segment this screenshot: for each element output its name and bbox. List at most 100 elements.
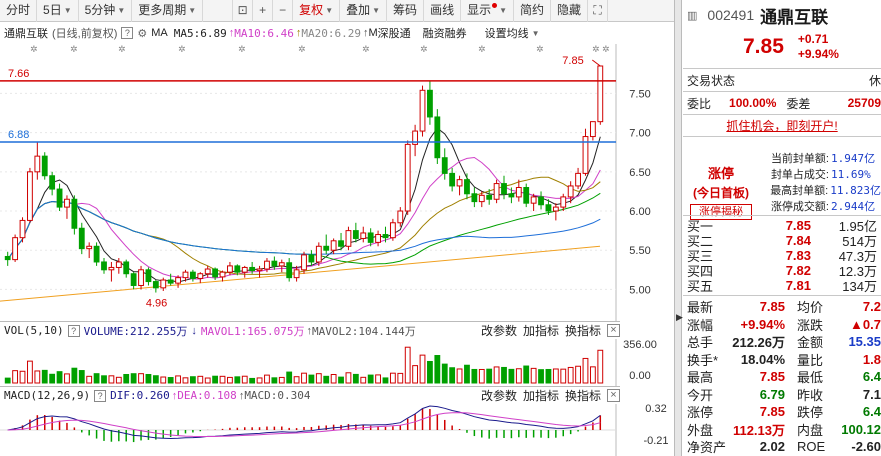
chevron-right-icon[interactable]: ▶ — [676, 312, 683, 322]
event-star-icon[interactable]: ✲ — [70, 44, 78, 54]
candle-body[interactable] — [582, 136, 589, 174]
event-star-icon[interactable]: ✲ — [420, 44, 428, 54]
candle-body[interactable] — [441, 157, 448, 174]
candle-body[interactable] — [352, 230, 359, 239]
candle-body[interactable] — [315, 245, 322, 263]
bid-row[interactable]: 买四 7.82 12.3万 — [683, 263, 881, 279]
overlay-button[interactable]: 叠加 ▼ — [340, 0, 388, 22]
candle-body[interactable] — [293, 269, 300, 279]
help-icon[interactable]: ? — [67, 324, 80, 337]
candle-body[interactable] — [501, 183, 507, 195]
candle-body[interactable] — [189, 271, 196, 279]
candle-body[interactable] — [382, 234, 389, 239]
help-icon[interactable]: ? — [94, 389, 107, 402]
panel-splitter[interactable]: ▶ — [674, 0, 683, 456]
help-icon[interactable]: ? — [121, 27, 134, 39]
bid-row[interactable]: 买五 7.81 134万 — [683, 278, 881, 294]
lock-icon[interactable]: ⊡ — [233, 0, 254, 22]
candle-body[interactable] — [130, 273, 137, 286]
candle-body[interactable] — [145, 269, 152, 283]
candle-body[interactable] — [41, 155, 48, 177]
close-icon[interactable]: × — [607, 389, 620, 402]
add-indicator-button[interactable]: 加指标 — [522, 389, 559, 403]
candle-body[interactable] — [412, 130, 419, 145]
candle-body[interactable] — [301, 254, 307, 271]
event-star-icon[interactable]: ✲ — [478, 44, 486, 54]
candle-body[interactable] — [456, 179, 463, 187]
event-star-icon[interactable]: ✲ — [30, 44, 38, 54]
candle-body[interactable] — [78, 227, 85, 250]
candle-body[interactable] — [227, 265, 233, 273]
candle-body[interactable] — [597, 65, 604, 123]
tab-more-periods[interactable]: 更多周期 ▼ — [132, 0, 204, 22]
candle-body[interactable] — [12, 237, 19, 261]
candle-body[interactable] — [115, 261, 122, 268]
zoom-in-icon[interactable]: + — [253, 0, 274, 22]
candle-body[interactable] — [204, 268, 211, 275]
chips-button[interactable]: 筹码 — [387, 0, 425, 22]
candle-body[interactable] — [108, 266, 115, 271]
candle-body[interactable] — [49, 175, 56, 190]
candle-body[interactable] — [212, 268, 219, 278]
event-star-icon[interactable]: ✲ — [178, 44, 186, 54]
candle-body[interactable] — [27, 171, 33, 221]
candle-body[interactable] — [56, 188, 63, 208]
candle-body[interactable] — [167, 279, 174, 284]
draw-line-button[interactable]: 画线 — [424, 0, 462, 22]
candle-body[interactable] — [241, 266, 248, 273]
candle-body[interactable] — [345, 230, 352, 247]
switch-indicator-button[interactable]: 换指标 — [564, 324, 601, 338]
candle-body[interactable] — [330, 240, 337, 251]
event-star-icon[interactable]: ✲ — [536, 44, 544, 54]
candle-body[interactable] — [464, 179, 470, 195]
candle-body[interactable] — [478, 194, 485, 203]
candle-body[interactable] — [404, 143, 411, 212]
bid-row[interactable]: 买三 7.83 47.3万 — [683, 248, 881, 264]
edit-params-button[interactable]: 改参数 — [480, 324, 517, 338]
candle-body[interactable] — [367, 232, 374, 243]
add-indicator-button[interactable]: 加指标 — [522, 324, 559, 338]
candle-body[interactable] — [427, 89, 433, 118]
candle-body[interactable] — [234, 265, 241, 273]
candle-body[interactable] — [308, 254, 315, 263]
open-account-link[interactable]: 抓住机会，即刻开户! — [726, 118, 838, 133]
candle-body[interactable] — [434, 116, 441, 159]
bid-row[interactable]: 买一 7.85 1.95亿 — [683, 218, 881, 234]
candle-body[interactable] — [545, 204, 552, 212]
candle-body[interactable] — [152, 281, 159, 289]
switch-indicator-button[interactable]: 换指标 — [564, 389, 601, 403]
candle-body[interactable] — [93, 245, 100, 263]
candle-body[interactable] — [567, 185, 574, 198]
adjust-button[interactable]: 复权 ▼ — [293, 0, 341, 22]
candle-body[interactable] — [86, 245, 93, 250]
event-star-icon[interactable]: ✲ — [592, 44, 600, 54]
gear-icon[interactable]: ⚙ — [137, 27, 148, 40]
expand-icon[interactable]: ⛶ — [588, 0, 609, 22]
candle-body[interactable] — [323, 245, 330, 251]
tab-intraday[interactable]: 分时 — [0, 0, 38, 22]
candle-body[interactable] — [508, 193, 515, 198]
candle-body[interactable] — [160, 279, 167, 289]
simple-button[interactable]: 简约 — [514, 0, 552, 22]
candle-body[interactable] — [256, 268, 263, 272]
tab-5min[interactable]: 5分钟 ▼ — [79, 0, 133, 22]
candle-body[interactable] — [338, 240, 344, 247]
event-star-icon[interactable]: ✲ — [362, 44, 370, 54]
candle-body[interactable] — [278, 262, 285, 267]
tab-5day[interactable]: 5日 ▼ — [37, 0, 79, 22]
candle-body[interactable] — [515, 187, 522, 198]
candle-body[interactable] — [560, 196, 567, 208]
display-button[interactable]: 显示 ▼ — [461, 0, 515, 22]
close-icon[interactable]: × — [607, 324, 620, 337]
candle-body[interactable] — [389, 222, 396, 239]
margin-trading-label[interactable]: 融资融券 — [422, 28, 467, 40]
candle-body[interactable] — [175, 277, 181, 284]
hide-button[interactable]: 隐藏 — [551, 0, 589, 22]
candle-body[interactable] — [138, 269, 144, 286]
candle-body[interactable] — [182, 271, 189, 279]
candle-body[interactable] — [575, 172, 581, 187]
candle-body[interactable] — [34, 155, 41, 173]
hk-connect-label[interactable]: 深股通 — [377, 28, 411, 40]
event-star-icon[interactable]: ✲ — [238, 44, 246, 54]
candle-body[interactable] — [449, 172, 456, 187]
